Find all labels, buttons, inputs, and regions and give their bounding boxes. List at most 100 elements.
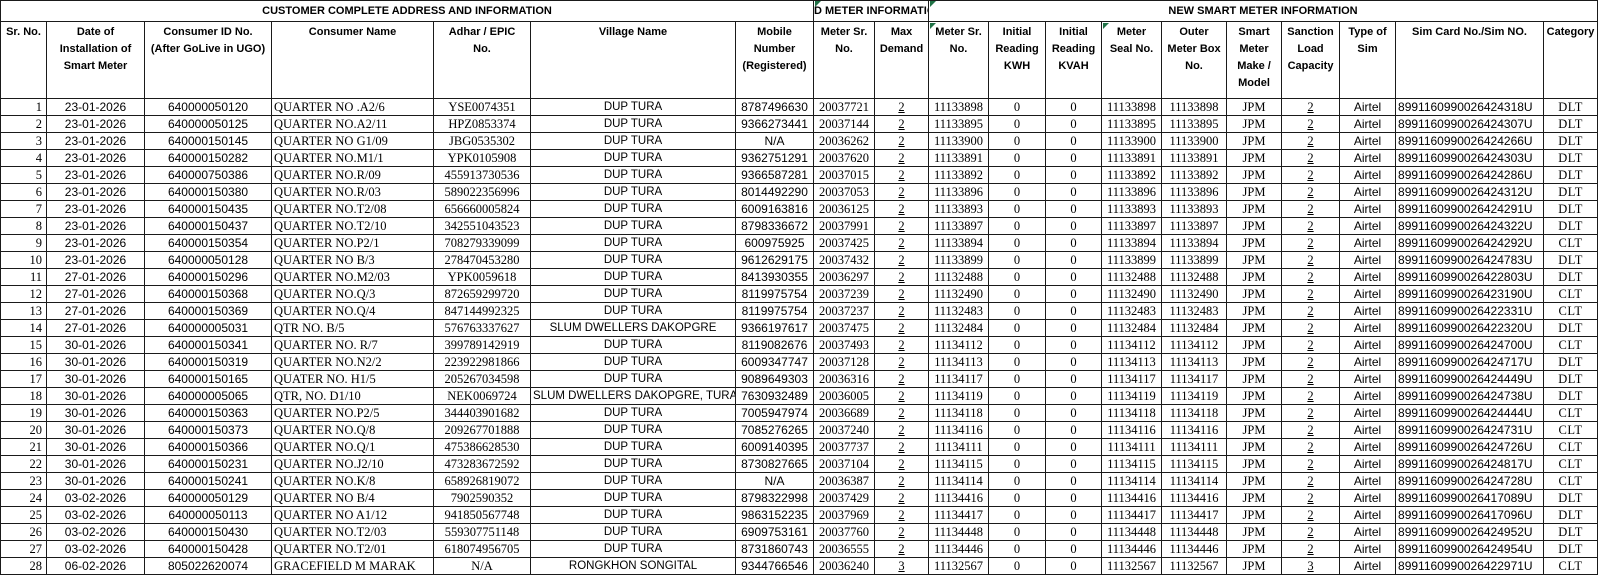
cell-mobile_number[interactable]: 8731860743 [734,540,815,558]
cell-consumer_id[interactable]: 640000050128 [144,251,272,269]
cell-sr_no[interactable]: 7 [0,200,47,218]
cell-outer_meter_box_no[interactable]: 11134446 [1161,540,1228,558]
cell-type_of_sim[interactable]: Airtel [1339,166,1397,184]
cell-village_name[interactable]: DUP TURA [530,540,736,558]
cell-new_meter_sr_no[interactable]: 11134118 [928,404,990,422]
cell-consumer_name[interactable]: GRACEFIELD M MARAK [271,557,434,575]
cell-smart_meter_make_model[interactable]: JPM [1226,268,1283,286]
cell-sr_no[interactable]: 26 [0,523,47,541]
cell-new_meter_sr_no[interactable]: 11132483 [928,302,990,320]
cell-initial_reading_kwh[interactable]: 0 [988,455,1047,473]
cell-max_demand[interactable]: 2 [874,166,930,184]
cell-old_meter_sr_no[interactable]: 20036125 [813,200,876,218]
cell-outer_meter_box_no[interactable]: 11133899 [1161,251,1228,269]
cell-mobile_number[interactable]: 8787496630 [734,98,815,116]
col-header-sanction-load-capacity[interactable]: Sanction Load Capacity [1281,21,1341,99]
cell-old_meter_sr_no[interactable]: 20037737 [813,438,876,456]
cell-consumer_name[interactable]: QUARTER NO.Q/1 [271,438,434,456]
cell-village_name[interactable]: DUP TURA [530,506,736,524]
cell-type_of_sim[interactable]: Airtel [1339,472,1397,490]
cell-mobile_number[interactable]: 8014492290 [734,183,815,201]
cell-initial_reading_kvah[interactable]: 0 [1045,506,1103,524]
cell-village_name[interactable]: DUP TURA [530,98,736,116]
cell-installation_date[interactable]: 23-01-2026 [46,200,145,218]
cell-max_demand[interactable]: 2 [874,149,930,167]
cell-initial_reading_kwh[interactable]: 0 [988,489,1047,507]
cell-consumer_id[interactable]: 640000150368 [144,285,272,303]
cell-outer_meter_box_no[interactable]: 11132490 [1161,285,1228,303]
cell-sr_no[interactable]: 12 [0,285,47,303]
cell-new_meter_sr_no[interactable]: 11132488 [928,268,990,286]
cell-smart_meter_make_model[interactable]: JPM [1226,387,1283,405]
cell-adhar_epic_no[interactable]: 342551043523 [433,217,531,235]
cell-sim_card_no[interactable]: 8991160990026423190U [1395,285,1545,303]
cell-village_name[interactable]: DUP TURA [530,285,736,303]
cell-initial_reading_kwh[interactable]: 0 [988,98,1047,116]
cell-consumer_name[interactable]: QUARTER NO.T2/01 [271,540,434,558]
cell-consumer_name[interactable]: QUARTER NO.Q/4 [271,302,434,320]
cell-initial_reading_kwh[interactable]: 0 [988,285,1047,303]
cell-sim_card_no[interactable]: 8991160990026424952U [1395,523,1545,541]
cell-old_meter_sr_no[interactable]: 20037015 [813,166,876,184]
cell-consumer_name[interactable]: QUARTER NO.P2/5 [271,404,434,422]
cell-category[interactable]: CLT [1543,404,1599,422]
cell-initial_reading_kwh[interactable]: 0 [988,506,1047,524]
cell-max_demand[interactable]: 2 [874,353,930,371]
cell-new_meter_sr_no[interactable]: 11133897 [928,217,990,235]
cell-type_of_sim[interactable]: Airtel [1339,285,1397,303]
cell-outer_meter_box_no[interactable]: 11133893 [1161,200,1228,218]
cell-installation_date[interactable]: 03-02-2026 [46,523,145,541]
cell-village_name[interactable]: DUP TURA [530,115,736,133]
cell-category[interactable]: DLT [1543,217,1599,235]
cell-type_of_sim[interactable]: Airtel [1339,251,1397,269]
cell-old_meter_sr_no[interactable]: 20036240 [813,557,876,575]
cell-category[interactable]: CLT [1543,234,1599,252]
cell-mobile_number[interactable]: 9344766546 [734,557,815,575]
cell-installation_date[interactable]: 23-01-2026 [46,183,145,201]
col-header-consumer-id[interactable]: Consumer ID No. (After GoLive in UGO) [144,21,272,99]
cell-max_demand[interactable]: 2 [874,489,930,507]
cell-initial_reading_kvah[interactable]: 0 [1045,455,1103,473]
cell-initial_reading_kwh[interactable]: 0 [988,234,1047,252]
cell-consumer_id[interactable]: 640000050125 [144,115,272,133]
cell-initial_reading_kwh[interactable]: 0 [988,268,1047,286]
cell-sim_card_no[interactable]: 8991160990026424292U [1395,234,1545,252]
cell-meter_seal_no[interactable]: 11133891 [1101,149,1163,167]
cell-meter_seal_no[interactable]: 11134116 [1101,421,1163,439]
cell-sim_card_no[interactable]: 8991160990026424726U [1395,438,1545,456]
cell-max_demand[interactable]: 2 [874,438,930,456]
cell-new_meter_sr_no[interactable]: 11133896 [928,183,990,201]
cell-installation_date[interactable]: 30-01-2026 [46,404,145,422]
cell-adhar_epic_no[interactable]: 223922981866 [433,353,531,371]
cell-consumer_name[interactable]: QUARTER NO.J2/10 [271,455,434,473]
cell-adhar_epic_no[interactable]: 656660005824 [433,200,531,218]
cell-village_name[interactable]: DUP TURA [530,523,736,541]
cell-sim_card_no[interactable]: 8991160990026424449U [1395,370,1545,388]
cell-consumer_id[interactable]: 640000150428 [144,540,272,558]
cell-installation_date[interactable]: 23-01-2026 [46,98,145,116]
cell-category[interactable]: DLT [1543,166,1599,184]
cell-installation_date[interactable]: 30-01-2026 [46,336,145,354]
cell-adhar_epic_no[interactable]: 576763337627 [433,319,531,337]
cell-old_meter_sr_no[interactable]: 20037128 [813,353,876,371]
cell-sanction_load_capacity[interactable]: 2 [1281,268,1341,286]
cell-consumer_name[interactable]: QUATER NO. H1/5 [271,370,434,388]
cell-consumer_name[interactable]: QUARTER NO B/3 [271,251,434,269]
cell-consumer_name[interactable]: QUARTER NO.N2/2 [271,353,434,371]
cell-consumer_id[interactable]: 640000150341 [144,336,272,354]
cell-consumer_name[interactable]: QUARTER NO.T2/03 [271,523,434,541]
cell-consumer_name[interactable]: QUARTER NO.R/03 [271,183,434,201]
cell-consumer_id[interactable]: 640000150380 [144,183,272,201]
cell-mobile_number[interactable]: 8798336672 [734,217,815,235]
cell-smart_meter_make_model[interactable]: JPM [1226,370,1283,388]
cell-village_name[interactable]: DUP TURA [530,404,736,422]
cell-category[interactable]: CLT [1543,285,1599,303]
cell-mobile_number[interactable]: 9366587281 [734,166,815,184]
cell-max_demand[interactable]: 2 [874,217,930,235]
cell-consumer_id[interactable]: 640000150366 [144,438,272,456]
cell-sim_card_no[interactable]: 8991160990026424738U [1395,387,1545,405]
cell-new_meter_sr_no[interactable]: 11133892 [928,166,990,184]
cell-adhar_epic_no[interactable]: NEK0069724 [433,387,531,405]
cell-adhar_epic_no[interactable]: 847144992325 [433,302,531,320]
col-header-new-meter-sr-no[interactable]: Meter Sr. No. [928,21,990,99]
